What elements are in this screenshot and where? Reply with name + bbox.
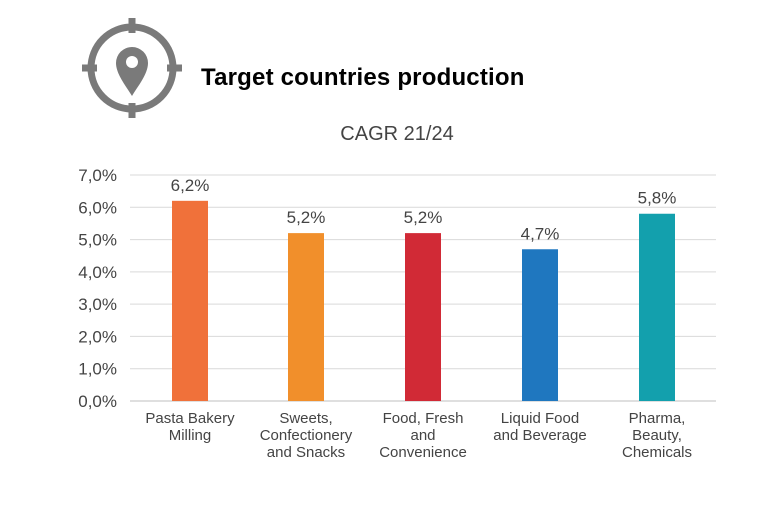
x-tick-label-line: Pasta Bakery: [145, 410, 235, 427]
bar: [405, 233, 441, 401]
y-tick-label: 6,0%: [78, 198, 117, 217]
bar: [288, 233, 324, 401]
data-label: 5,8%: [638, 189, 677, 208]
x-tick-label-line: Sweets,: [279, 410, 332, 427]
bar: [522, 249, 558, 401]
x-tick-label-line: Milling: [169, 427, 212, 444]
x-tick-label-line: and Snacks: [267, 444, 345, 461]
y-tick-label: 3,0%: [78, 295, 117, 314]
data-label: 5,2%: [287, 208, 326, 227]
x-tick-label-line: Beauty,: [632, 427, 682, 444]
data-label: 5,2%: [404, 208, 443, 227]
x-tick-label: Liquid Food and Beverage: [493, 410, 586, 444]
y-tick-label: 1,0%: [78, 360, 117, 379]
location-target-icon: [82, 18, 182, 118]
x-tick-label-line: Convenience: [379, 444, 467, 461]
x-tick-label-line: Chemicals: [622, 444, 692, 461]
y-tick-label: 0,0%: [78, 392, 117, 411]
x-tick-label: Sweets, Confectionery and Snacks: [260, 410, 353, 461]
y-tick-label: 2,0%: [78, 327, 117, 346]
data-label: 6,2%: [171, 176, 210, 195]
y-axis-ticks: 0,0% 1,0% 2,0% 3,0% 4,0% 5,0% 6,0% 7,0%: [78, 166, 117, 411]
bars: [172, 200, 675, 401]
chart-title: CAGR 21/24: [340, 123, 453, 145]
y-tick-label: 7,0%: [78, 166, 117, 185]
y-tick-label: 4,0%: [78, 263, 117, 282]
data-labels: 6,2% 5,2% 5,2% 4,7% 5,8%: [171, 176, 677, 243]
x-tick-label: Pharma, Beauty, Chemicals: [622, 410, 692, 461]
x-tick-label: Pasta Bakery Milling: [145, 410, 235, 444]
data-label: 4,7%: [521, 224, 560, 243]
x-tick-label: Food, Fresh and Convenience: [379, 410, 467, 461]
x-tick-label-line: Pharma,: [629, 410, 686, 427]
bar: [639, 213, 675, 401]
x-tick-label-line: Liquid Food: [501, 410, 579, 427]
x-tick-label-line: and Beverage: [493, 427, 586, 444]
y-tick-label: 5,0%: [78, 231, 117, 250]
x-tick-label-line: Food, Fresh: [383, 410, 464, 427]
x-tick-label-line: and: [410, 427, 435, 444]
page-title: Target countries production: [201, 64, 525, 91]
bar: [172, 200, 208, 401]
x-tick-label-line: Confectionery: [260, 427, 353, 444]
